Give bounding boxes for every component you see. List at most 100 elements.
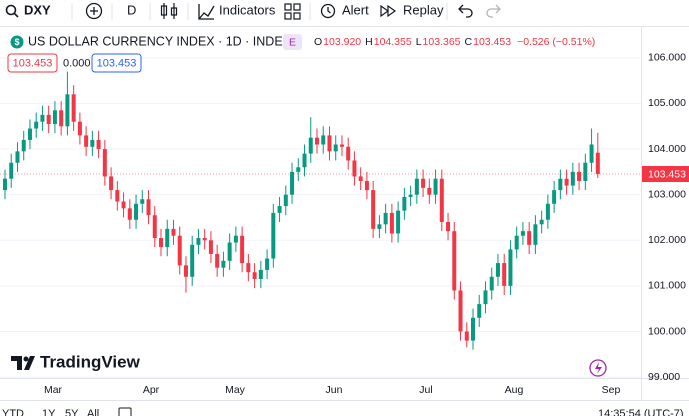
- x-tick-label: Aug: [505, 384, 524, 396]
- candle-body: [96, 139, 101, 150]
- x-tick-label: May: [225, 384, 246, 396]
- candle-body: [514, 235, 519, 250]
- earnings-badge-text: E: [289, 36, 296, 48]
- candle-body: [271, 212, 276, 259]
- candle-body: [414, 178, 419, 195]
- candle-body: [190, 244, 195, 277]
- redo-button[interactable]: [486, 4, 501, 18]
- candle-body: [396, 210, 401, 234]
- replay-button[interactable]: Replay: [403, 2, 444, 17]
- layouts-button[interactable]: [284, 3, 301, 20]
- y-tick-label: 104.000: [648, 143, 686, 155]
- candle-body: [227, 242, 232, 261]
- x-tick-label: Jul: [419, 384, 432, 396]
- candle-body: [71, 94, 76, 122]
- symbol-logo: [10, 35, 24, 49]
- range-button[interactable]: 5Y: [65, 408, 79, 416]
- price-box-text: 103.453: [97, 57, 137, 69]
- candle-body: [102, 149, 107, 177]
- candle-body: [165, 228, 170, 248]
- y-tick-label: 106.000: [648, 52, 686, 64]
- candle-body: [408, 194, 413, 197]
- candle-body: [327, 135, 332, 152]
- search-icon-handle: [13, 12, 19, 18]
- clock: 14:35:54 (UTC-7): [598, 408, 684, 416]
- price-box-text: 103.453: [13, 57, 53, 69]
- undo-button[interactable]: [458, 4, 473, 18]
- interval[interactable]: D: [127, 2, 136, 17]
- candle-body: [183, 265, 188, 277]
- candle-body: [583, 162, 588, 181]
- candle-body: [127, 208, 132, 220]
- candle-body: [389, 212, 394, 234]
- candle-body: [277, 206, 282, 213]
- chart-type-button[interactable]: [160, 3, 178, 19]
- legend-title: US DOLLAR CURRENCY INDEX · 1D · INDEX: [28, 34, 292, 48]
- events-icon: [595, 362, 602, 374]
- candle-body: [489, 276, 494, 291]
- events-button[interactable]: [589, 359, 607, 377]
- y-tick-label: 103.000: [648, 188, 686, 200]
- search-icon[interactable]: [5, 4, 17, 16]
- candle-body: [402, 196, 407, 211]
- candle-body: [109, 176, 114, 191]
- candle-body: [564, 178, 569, 186]
- candle-body: [202, 237, 207, 241]
- range-button[interactable]: All: [87, 408, 99, 416]
- candle-body: [352, 160, 357, 177]
- candle-body: [508, 249, 513, 286]
- range-button[interactable]: 1Y: [42, 408, 56, 416]
- candle-body: [308, 137, 313, 154]
- calendar-icon[interactable]: [118, 407, 132, 416]
- candle-body: [34, 121, 39, 129]
- candle-body: [421, 178, 426, 188]
- ohlc-value: 103.920: [323, 36, 361, 48]
- candle-body: [358, 176, 363, 181]
- candle-body: [9, 162, 14, 179]
- ohlc-change: −0.526 (−0.51%): [517, 36, 595, 48]
- brand-name: TradingView: [40, 352, 141, 371]
- earnings-badge[interactable]: [283, 34, 302, 50]
- candle-body: [539, 219, 544, 225]
- candle-body: [495, 263, 500, 277]
- candle-body: [545, 203, 550, 220]
- candle-body: [240, 235, 245, 264]
- ohlc-key: L: [416, 36, 422, 48]
- x-tick-label: Sep: [602, 384, 621, 396]
- ohlc-key: C: [465, 36, 473, 48]
- alert-icon: [320, 3, 336, 19]
- y-tick-label: 101.000: [648, 280, 686, 292]
- candle-body: [208, 240, 213, 254]
- alert-button[interactable]: Alert: [342, 2, 369, 17]
- candle-body: [371, 190, 376, 229]
- candle-body: [452, 231, 457, 291]
- symbol-logo-glyph: $: [14, 37, 19, 47]
- candle-body: [52, 110, 57, 124]
- indicators-button[interactable]: Indicators: [219, 2, 276, 17]
- candle-body: [258, 269, 263, 280]
- candle-body: [552, 190, 557, 204]
- compare-button[interactable]: [85, 2, 103, 20]
- candle-body: [77, 121, 82, 136]
- candle-body: [290, 171, 295, 195]
- last-price-tag: [642, 166, 689, 183]
- tv-logo-dot: [23, 356, 29, 362]
- tv-logo: [11, 356, 35, 370]
- candle-body: [46, 114, 51, 124]
- y-tick-label: 105.000: [648, 97, 686, 109]
- candle-body: [527, 231, 532, 245]
- candle-body: [364, 180, 369, 191]
- candle-body: [140, 199, 145, 204]
- candle-body: [346, 146, 351, 161]
- candle-body: [283, 194, 288, 207]
- bottom-bar: 14:35:54 (UTC-7) YTD 1Y 5Y All: [2, 407, 684, 416]
- candle-body: [152, 215, 157, 238]
- candle-body: [296, 167, 301, 172]
- range-button[interactable]: YTD: [2, 408, 24, 416]
- symbol[interactable]: DXY: [24, 2, 51, 17]
- candle-body: [84, 135, 89, 147]
- candle-body: [333, 144, 338, 152]
- x-tick-label: Apr: [143, 384, 160, 396]
- candle-body: [321, 135, 326, 145]
